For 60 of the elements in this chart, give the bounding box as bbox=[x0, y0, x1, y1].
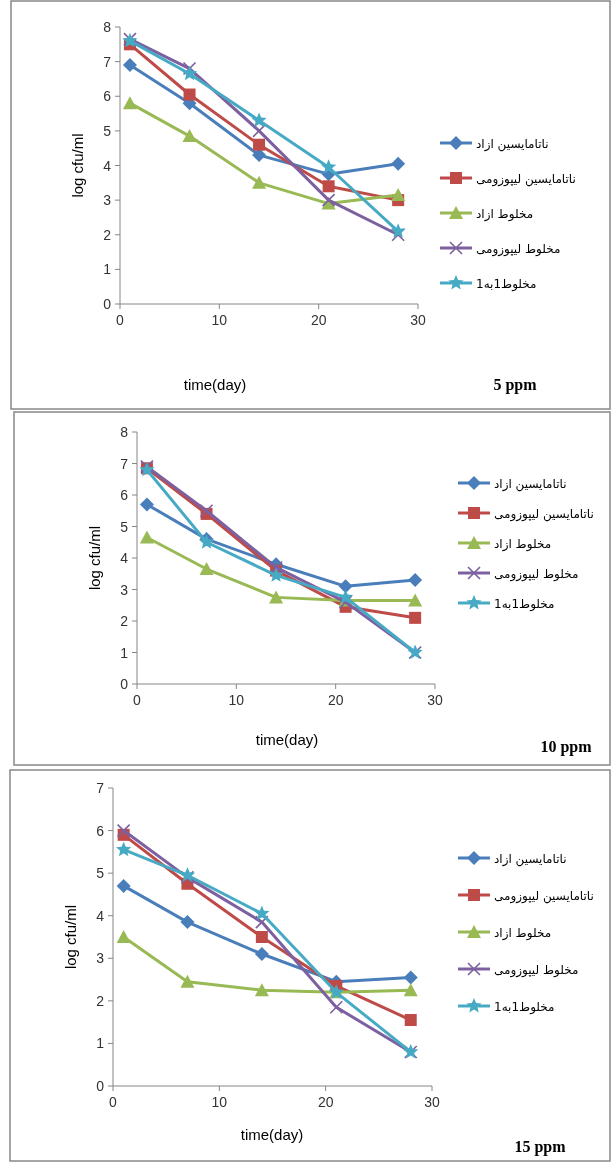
y-tick-label: 6 bbox=[120, 487, 129, 503]
legend-label: مخلوط ازاد bbox=[476, 207, 534, 222]
legend-label: ناتامایسین لیپوزومی bbox=[494, 889, 594, 904]
legend-label: ناتامایسین ازاد bbox=[494, 477, 567, 492]
y-tick-label: 7 bbox=[103, 53, 112, 70]
y-tick-label: 3 bbox=[96, 950, 105, 967]
y-tick-label: 0 bbox=[96, 1078, 105, 1094]
y-tick-label: 1 bbox=[96, 1035, 105, 1052]
y-tick-label: 7 bbox=[120, 455, 129, 472]
y-tick-label: 2 bbox=[103, 226, 112, 243]
y-tick-label: 5 bbox=[103, 122, 112, 139]
y-tick-label: 5 bbox=[120, 518, 129, 535]
x-tick-label: 30 bbox=[427, 692, 443, 708]
y-tick-label: 5 bbox=[96, 865, 105, 882]
y-tick-label: 1 bbox=[120, 644, 129, 661]
y-tick-label: 6 bbox=[103, 88, 112, 105]
y-axis-title: log cfu/ml bbox=[62, 904, 79, 970]
y-tick-label: 1 bbox=[103, 261, 112, 278]
legend-label: مخلوط1به1 bbox=[494, 1000, 555, 1015]
y-tick-label: 4 bbox=[103, 157, 112, 174]
y-tick-label: 4 bbox=[96, 907, 105, 924]
y-tick-label: 0 bbox=[103, 296, 112, 312]
x-tick-label: 20 bbox=[310, 312, 327, 328]
legend-label: مخلوط لیپوزومی bbox=[494, 963, 579, 978]
legend-label: ناتامایسین ازاد bbox=[476, 137, 549, 152]
legend-label: ناتامایسین لیپوزومی bbox=[476, 172, 576, 187]
legend-label: ناتامایسین ازاد bbox=[494, 852, 567, 867]
x-tick-label: 10 bbox=[228, 692, 245, 708]
y-tick-label: 4 bbox=[120, 550, 129, 566]
y-tick-label: 3 bbox=[120, 581, 129, 598]
x-tick-label: 30 bbox=[424, 1094, 440, 1110]
legend-label: مخلوط لیپوزومی bbox=[494, 567, 579, 582]
y-tick-label: 2 bbox=[96, 992, 105, 1009]
x-tick-label: 20 bbox=[327, 692, 344, 708]
y-tick-label: 6 bbox=[96, 822, 105, 839]
x-axis-title: time(day) bbox=[255, 731, 319, 748]
y-tick-label: 2 bbox=[120, 613, 129, 629]
y-axis-title: log cfu/ml bbox=[69, 133, 86, 198]
text: 5 ppm bbox=[493, 376, 538, 394]
text: 15 ppm bbox=[514, 1138, 567, 1156]
x-tick-label: 10 bbox=[211, 312, 228, 328]
y-tick-label: 0 bbox=[120, 676, 129, 692]
x-tick-label: 30 bbox=[410, 312, 426, 328]
y-tick-label: 8 bbox=[103, 19, 112, 35]
legend-label: مخلوط1به1 bbox=[476, 277, 537, 292]
y-axis-title: log cfu/ml bbox=[86, 525, 103, 591]
x-axis-title: time(day) bbox=[183, 376, 247, 393]
legend-label: مخلوط لیپوزومی bbox=[476, 242, 561, 257]
x-tick-label: 0 bbox=[133, 692, 142, 708]
text: 10 ppm bbox=[540, 738, 593, 756]
y-tick-label: 7 bbox=[96, 780, 105, 796]
legend-label: ناتامایسین لیپوزومی bbox=[494, 507, 594, 522]
legend-label: مخلوط1به1 bbox=[494, 597, 555, 612]
y-tick-label: 3 bbox=[103, 192, 112, 209]
y-tick-label: 8 bbox=[120, 424, 129, 440]
legend-label: مخلوط ازاد bbox=[494, 926, 552, 941]
x-axis-title: time(day) bbox=[240, 1126, 304, 1143]
x-tick-label: 20 bbox=[317, 1094, 334, 1110]
x-tick-label: 10 bbox=[211, 1094, 228, 1110]
legend-label: مخلوط ازاد bbox=[494, 537, 552, 552]
